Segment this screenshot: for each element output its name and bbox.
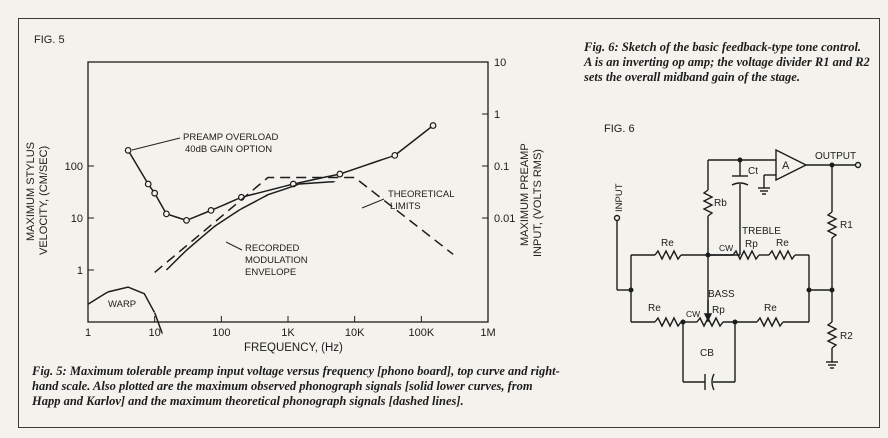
x-tick-label: 100K: [408, 327, 434, 339]
y-left-label-2: VELOCITY, (CM/SEC): [38, 146, 50, 255]
output-terminal: [854, 161, 862, 169]
x-tick-label: 10: [149, 327, 161, 339]
resistor-re-bass-right: [756, 316, 784, 328]
junction-dot: [628, 287, 634, 293]
data-point: [124, 146, 132, 154]
resistor-re-treble-right: [768, 249, 796, 261]
series-theoretical-limits: [154, 176, 454, 273]
y-right-tick-label: 0.01: [494, 213, 515, 225]
series-warp: [87, 286, 164, 335]
data-point: [144, 180, 152, 188]
annotation-recorded-1: RECORDED: [245, 243, 300, 254]
x-tick-label: 10K: [345, 327, 365, 339]
data-point: [391, 151, 399, 159]
x-tick-label: 100: [212, 327, 230, 339]
y-right-label-1: MAXIMUM PREAMP: [519, 143, 531, 246]
cw-label-2: CW: [686, 309, 700, 319]
x-tick-label: 1K: [281, 327, 295, 339]
y-left-label-1: MAXIMUM STYLUS: [25, 142, 37, 241]
junction-dot: [829, 162, 835, 168]
annotation-theoretical-2: LIMITS: [390, 201, 421, 212]
output-label: OUTPUT: [815, 151, 856, 162]
re-label-2: Re: [776, 238, 789, 249]
junction-dot: [732, 319, 738, 325]
junction-dot: [806, 287, 812, 293]
leader-theoretical: [361, 198, 385, 209]
y-right-tick-label: 10: [494, 57, 506, 69]
op-amp-triangle: [775, 148, 808, 182]
junction-dot: [705, 252, 711, 258]
fig5-caption: Fig. 5: Maximum tolerable preamp input v…: [32, 364, 560, 408]
input-label: INPUT: [614, 183, 625, 212]
capacitor-ct-plate-2: [731, 182, 749, 186]
re-label-4: Re: [764, 303, 777, 314]
annotation-warp: WARP: [108, 299, 136, 310]
re-label-3: Re: [648, 303, 661, 314]
bass-wiper-arrow: [703, 313, 713, 322]
data-point: [183, 216, 190, 224]
series-recorded-envelope: [165, 180, 336, 271]
x-axis-label: FREQUENCY, (Hz): [244, 342, 343, 354]
annotation-recorded-3: ENVELOPE: [245, 267, 296, 278]
capacitor-cb-plate-2: [711, 373, 715, 391]
r1-label: R1: [840, 220, 853, 231]
resistor-rb: [702, 189, 714, 217]
y-right-tick-label: 0.1: [494, 161, 509, 173]
rp-label-2: Rp: [712, 305, 725, 316]
rb-label: Rb: [714, 198, 727, 209]
junction-dot: [829, 287, 835, 293]
junction-dot: [737, 157, 743, 163]
data-point: [163, 210, 170, 218]
resistor-r2: [826, 321, 838, 349]
opamp-label: A: [782, 160, 790, 172]
resistor-r1: [826, 211, 838, 239]
x-tick-label: 1: [85, 327, 91, 339]
y-right-label-2: INPUT, (VOLTS RMS): [532, 149, 544, 257]
re-label-1: Re: [661, 238, 674, 249]
rp-label-1: Rp: [745, 239, 758, 250]
annotation-recorded-2: MODULATION: [245, 255, 308, 266]
fig5-label: FIG. 5: [34, 34, 65, 46]
fig6-label: FIG. 6: [604, 123, 635, 135]
junction-dot: [680, 319, 686, 325]
bass-label: BASS: [708, 289, 735, 300]
ct-label: Ct: [748, 166, 758, 177]
cb-label: CB: [700, 348, 714, 359]
y-right-tick-label: 1: [494, 109, 500, 121]
data-point: [336, 170, 344, 178]
cw-label-1: CW: [719, 243, 733, 253]
y-left-tick-label: 10: [71, 213, 83, 225]
annotation-theoretical-1: THEORETICAL: [388, 189, 455, 200]
r2-label: R2: [840, 331, 853, 342]
x-tick-label: 1M: [480, 327, 495, 339]
leader-recorded: [225, 241, 243, 251]
treble-label: TREBLE: [742, 226, 781, 237]
fig6-caption: Fig. 6: Sketch of the basic feedback-typ…: [584, 40, 870, 84]
resistor-rp-bass: [696, 316, 724, 328]
data-point: [151, 189, 159, 197]
annotation-overload-2: 40dB GAIN OPTION: [185, 144, 272, 155]
page-frame: [18, 18, 880, 428]
y-left-tick-label: 100: [65, 161, 83, 173]
leader-overload: [131, 137, 181, 151]
input-terminal: [613, 214, 621, 222]
resistor-re-bass-left: [654, 316, 682, 328]
resistor-rp-treble: [732, 249, 760, 261]
data-point: [429, 122, 437, 129]
data-point: [207, 207, 215, 214]
resistor-re-treble-left: [654, 249, 682, 261]
annotation-overload-1: PREAMP OVERLOAD: [183, 132, 279, 143]
y-left-tick-label: 1: [77, 265, 83, 277]
